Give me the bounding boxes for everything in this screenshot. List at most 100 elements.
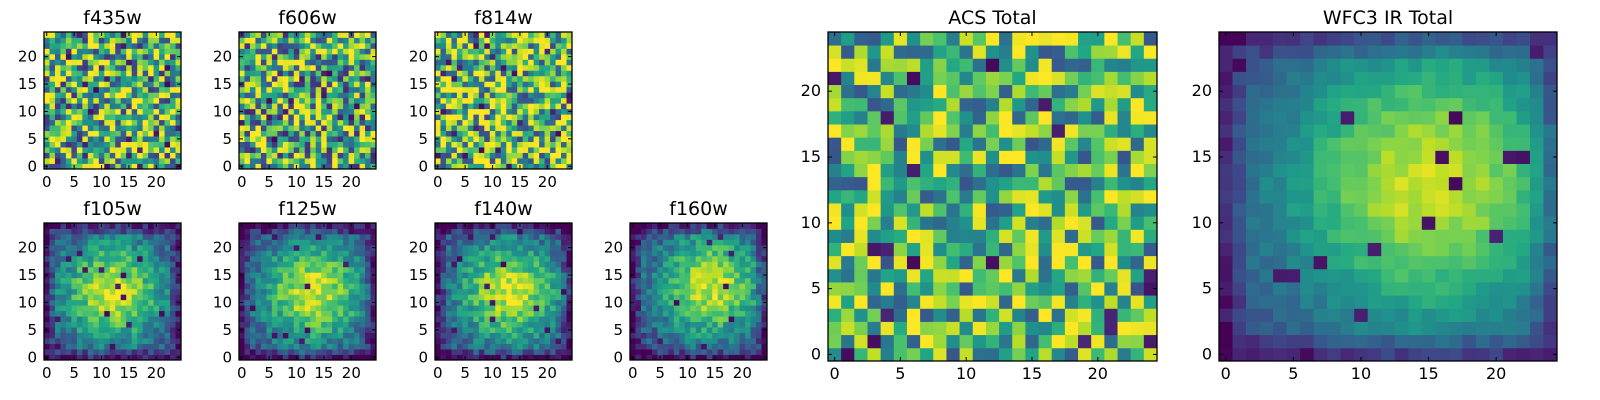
heatmap-cell xyxy=(244,92,251,99)
heatmap-cell xyxy=(679,321,686,328)
heatmap-cell xyxy=(745,250,751,257)
heatmap-cell xyxy=(54,32,61,38)
heatmap-cell xyxy=(506,147,513,153)
heatmap-cell xyxy=(566,48,573,55)
heatmap-cell xyxy=(104,305,111,312)
heatmap-cell xyxy=(566,228,573,235)
heatmap-cell xyxy=(517,125,524,132)
heatmap-cell xyxy=(343,141,349,148)
heatmap-cell xyxy=(49,272,56,279)
heatmap-cell xyxy=(695,239,702,246)
heatmap-cell xyxy=(684,244,691,251)
heatmap-cell xyxy=(76,147,83,153)
heatmap-cell xyxy=(456,42,463,49)
heatmap-cell xyxy=(65,277,72,284)
heatmap-cell xyxy=(533,233,540,240)
heatmap-cell xyxy=(451,42,458,49)
heatmap-cell xyxy=(65,338,72,344)
heatmap-cell xyxy=(712,288,719,295)
heatmap-cell xyxy=(522,37,529,44)
heatmap-cell xyxy=(370,119,377,126)
heatmap-cell xyxy=(445,158,452,164)
heatmap-cell xyxy=(506,158,513,164)
heatmap-cell xyxy=(1143,189,1158,204)
heatmap-cell xyxy=(646,233,653,240)
heatmap-cell xyxy=(255,272,262,279)
heatmap-cell xyxy=(343,163,349,170)
heatmap-cell xyxy=(260,119,267,126)
heatmap-cell xyxy=(87,147,94,153)
heatmap-cell xyxy=(451,108,458,115)
heatmap-cell xyxy=(695,223,702,229)
heatmap-cell xyxy=(76,64,83,71)
heatmap-cell xyxy=(679,294,686,301)
heatmap-cell xyxy=(115,81,122,88)
heatmap-cell xyxy=(440,136,447,142)
heatmap-cell xyxy=(49,86,56,93)
heatmap-cell xyxy=(159,37,165,44)
heatmap-cell xyxy=(131,64,138,71)
heatmap-cell xyxy=(332,70,339,77)
heatmap-cell xyxy=(745,283,751,290)
heatmap-cell xyxy=(104,299,111,306)
heatmap-cell xyxy=(65,114,72,121)
y-tick-label: 20 xyxy=(18,239,37,257)
heatmap-cell xyxy=(880,242,895,257)
heatmap-cell xyxy=(456,75,463,82)
heatmap-cell xyxy=(255,310,262,317)
heatmap-cell xyxy=(93,343,100,350)
heatmap-cell xyxy=(310,119,317,126)
heatmap-cell xyxy=(451,53,458,60)
heatmap-cell xyxy=(126,136,133,142)
heatmap-cell xyxy=(539,59,545,66)
heatmap-cell xyxy=(635,288,642,295)
heatmap-cell xyxy=(304,125,311,132)
heatmap-cell xyxy=(131,288,138,295)
heatmap-cell xyxy=(435,338,441,344)
heatmap-cell xyxy=(478,37,485,44)
heatmap-cell xyxy=(170,114,176,121)
heatmap-cell xyxy=(326,294,333,301)
heatmap-cell xyxy=(761,233,768,240)
heatmap-cell xyxy=(326,81,333,88)
heatmap-cell xyxy=(159,125,165,132)
heatmap-cell xyxy=(635,294,642,301)
heatmap-cell xyxy=(82,92,89,99)
heatmap-cell xyxy=(337,354,344,361)
heatmap-cell xyxy=(343,42,349,49)
heatmap-cell xyxy=(630,277,636,284)
heatmap-cell xyxy=(44,152,50,159)
heatmap-cell xyxy=(249,321,256,328)
heatmap-cell xyxy=(435,288,441,295)
heatmap-cell xyxy=(44,321,50,328)
heatmap-cell xyxy=(489,250,496,257)
heatmap-cell xyxy=(277,294,284,301)
heatmap-cell xyxy=(906,163,921,178)
heatmap-cell xyxy=(745,299,751,306)
heatmap-cell xyxy=(1012,334,1026,349)
heatmap-cell xyxy=(739,349,746,355)
heatmap-cell xyxy=(679,316,686,323)
heatmap-cell xyxy=(266,343,273,350)
heatmap-cell xyxy=(304,321,311,328)
heatmap-cell xyxy=(137,141,144,148)
heatmap-cell xyxy=(260,354,267,361)
heatmap-cell xyxy=(946,203,960,217)
heatmap-cell xyxy=(71,152,78,159)
heatmap-cell xyxy=(435,114,441,121)
heatmap-cell xyxy=(87,272,94,279)
heatmap-cell xyxy=(164,283,171,290)
heatmap-cell xyxy=(87,64,94,71)
heatmap-cell xyxy=(76,158,83,164)
heatmap-cell xyxy=(175,261,182,268)
heatmap-cell xyxy=(260,321,267,328)
heatmap-cell xyxy=(249,343,256,350)
heatmap-cell xyxy=(555,130,562,137)
heatmap-cell xyxy=(528,141,535,148)
heatmap-cell xyxy=(440,64,447,71)
heatmap-cell xyxy=(478,163,485,170)
heatmap-cell xyxy=(756,283,762,290)
heatmap-cell xyxy=(1025,255,1039,270)
heatmap-cell xyxy=(451,158,458,164)
heatmap-cell xyxy=(462,299,469,306)
